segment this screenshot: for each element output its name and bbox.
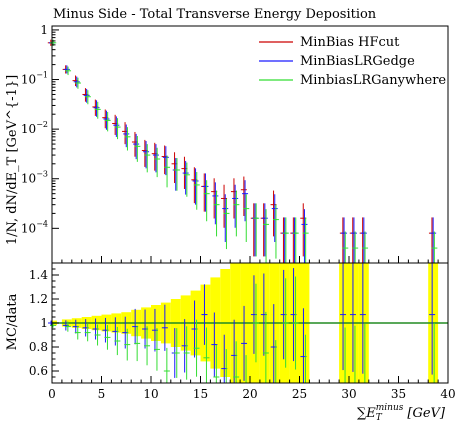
ratio-y-tick-label: 0.8: [29, 340, 48, 354]
ratio-y-tick-label: 1: [40, 316, 48, 330]
legend-entry-lredge: MinBiasLRGedge: [259, 54, 415, 69]
legend: MinBias HFcut MinBiasLRGedge MinbiasLRGa…: [259, 35, 446, 88]
x-tick-label: 5: [98, 387, 106, 401]
y-tick-label: 10−4: [21, 219, 48, 235]
x-tick-label: 30: [341, 387, 356, 401]
ratio-y-axis-title: MC/data: [5, 293, 20, 350]
x-axis-title-e: E: [365, 406, 376, 421]
x-tick-label: 40: [440, 387, 455, 401]
x-tick-label: 15: [193, 387, 208, 401]
series-3: [50, 39, 438, 263]
y-tick-label: 10−1: [21, 71, 48, 87]
legend-label-lranywhere: MinbiasLRGanywhere: [300, 73, 446, 88]
chart-title: Minus Side - Total Transverse Energy Dep…: [53, 7, 377, 22]
y-tick-base: 10: [21, 73, 36, 87]
x-axis-title-sub: T: [376, 413, 383, 422]
legend-label-hfcut: MinBias HFcut: [300, 35, 400, 50]
top-y-axis-title: 1/N, dN/dE_T [GeV^{-1}]: [5, 75, 20, 245]
x-axis-title-sum: ∑: [357, 406, 367, 421]
y-tick-base: 10: [21, 122, 36, 136]
y-tick-label: 10−2: [21, 120, 48, 136]
x-tick-label: 25: [292, 387, 307, 401]
legend-label-lredge: MinBiasLRGedge: [300, 54, 415, 69]
x-axis-title-sup: minus: [376, 403, 404, 413]
y-tick-exponent: −3: [36, 170, 48, 179]
x-tick-label: 20: [242, 387, 257, 401]
y-tick-exponent: −1: [36, 71, 48, 80]
y-tick-exponent: −2: [36, 120, 48, 129]
x-tick-label: 0: [48, 387, 56, 401]
y-tick-base: 1: [40, 23, 48, 37]
y-tick-base: 10: [21, 221, 36, 235]
x-tick-label: 35: [391, 387, 406, 401]
ratio-y-tick-label: 1.4: [29, 268, 48, 282]
legend-entry-hfcut: MinBias HFcut: [259, 35, 400, 50]
x-axis-title: ∑ETminus [GeV]: [357, 403, 446, 422]
y-tick-label: 1: [40, 23, 48, 37]
x-axis-title-unit: [GeV]: [407, 406, 446, 421]
ratio-y-tick-label: 0.6: [29, 364, 48, 378]
series-2: [49, 39, 437, 263]
legend-entry-lranywhere: MinbiasLRGanywhere: [259, 73, 446, 88]
x-tick-label: 10: [143, 387, 158, 401]
y-tick-exponent: −4: [36, 219, 48, 228]
y-tick-label: 10−3: [21, 170, 48, 186]
ratio-y-tick-label: 1.2: [29, 292, 48, 306]
ratio-panel: 0 5 10 15 20 25 30 35 40 0.6 0.8 1 1.2 1.4: [29, 262, 456, 401]
y-tick-base: 10: [21, 172, 36, 186]
top-panel: 110−110−210−310−4: [21, 23, 449, 264]
